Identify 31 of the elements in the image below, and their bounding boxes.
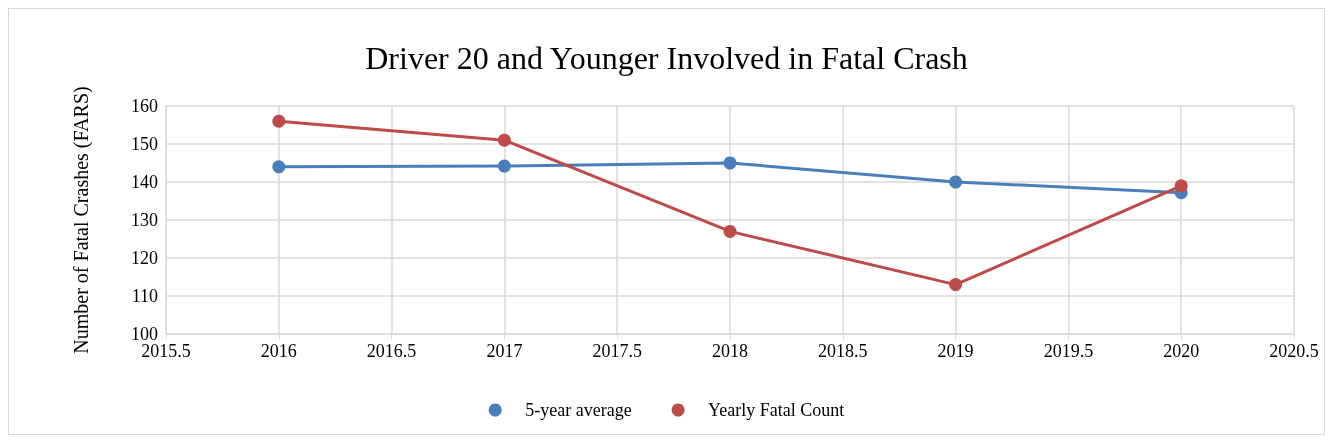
x-tick-label: 2016.5: [366, 341, 417, 361]
y-tick-label: 130: [131, 210, 158, 230]
x-tick-label: 2018: [712, 341, 748, 361]
point: [272, 114, 286, 128]
x-tick-label: 2017.5: [592, 341, 642, 361]
point: [1174, 179, 1188, 193]
legend-label: 5-year average: [525, 400, 632, 420]
y-tick-label: 100: [131, 324, 158, 344]
x-tick-label: 2016: [260, 341, 297, 361]
point: [497, 159, 511, 173]
x-tick-label: 2015.5: [141, 341, 191, 361]
point: [272, 160, 286, 174]
legend-label: Yearly Fatal Count: [708, 400, 845, 420]
x-tick-label: 2019: [937, 341, 974, 361]
y-tick-label: 150: [131, 134, 158, 154]
point: [497, 133, 511, 147]
point: [723, 224, 737, 238]
y-tick-label: 120: [131, 248, 158, 268]
y-axis-title: Number of Fatal Crashes (FARS): [70, 86, 93, 354]
x-tick-label: 2020.5: [1269, 341, 1319, 361]
x-tick-label: 2017: [486, 341, 523, 361]
y-tick-label: 160: [131, 96, 158, 116]
point: [723, 156, 737, 170]
x-tick-label: 2020: [1163, 341, 1200, 361]
x-tick-label: 2019.5: [1043, 341, 1094, 361]
y-tick-label: 110: [131, 286, 158, 306]
x-tick-label: 2018.5: [818, 341, 868, 361]
point: [949, 175, 963, 189]
y-tick-label: 140: [131, 172, 158, 192]
point: [949, 278, 963, 292]
chart-title: Driver 20 and Younger Involved in Fatal Crash: [365, 40, 968, 76]
